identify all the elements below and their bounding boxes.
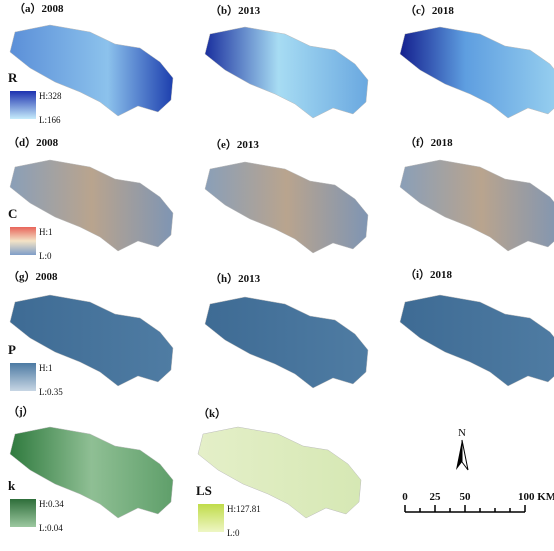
legend-ramp [198, 504, 224, 532]
north-arrow [462, 440, 468, 470]
legend-title: R [8, 70, 18, 85]
scale-bar [405, 505, 525, 512]
north-arrow [456, 440, 462, 470]
legend-low: L:0 [227, 528, 240, 538]
panel-label: （c）2018 [405, 4, 454, 17]
legend-high: H:0.34 [39, 499, 64, 509]
scale-label: 25 [430, 491, 442, 503]
panel-label: （i）2018 [405, 268, 453, 281]
panel-label: （f）2018 [405, 136, 453, 149]
legend-ramp [10, 227, 36, 255]
scale-label: 50 [460, 491, 472, 503]
panel-label: （h）2013 [210, 272, 261, 285]
panel-label: （a）2008 [14, 2, 64, 15]
legend-low: L:166 [39, 115, 61, 125]
scale-label: 100 KM [518, 491, 554, 503]
panel-label: （j） [8, 405, 34, 418]
legend-title: P [8, 342, 16, 357]
map-region [205, 162, 368, 253]
legend-high: H:1 [39, 227, 53, 237]
figure: N 0 25 50 100 KM （a）2008 （b）2013 （c）2018 （d… [0, 0, 554, 546]
legend-low: L:0.35 [39, 387, 63, 397]
scale-label: 0 [402, 491, 408, 503]
legend-high: H:127.81 [227, 504, 261, 514]
legend-low: L:0 [39, 251, 52, 261]
legend-low: L:0.04 [39, 523, 63, 533]
north-label: N [458, 427, 466, 439]
legend-title: k [8, 478, 16, 493]
map-region [205, 27, 368, 118]
panel-label: （g）2008 [8, 270, 58, 283]
legend-title: C [8, 206, 17, 221]
legend-high: H:328 [39, 91, 62, 101]
map-region [400, 295, 554, 386]
legend-ramp [10, 91, 36, 119]
legend-ramp [10, 363, 36, 391]
map-region [400, 160, 554, 251]
legend-ramp [10, 499, 36, 527]
legend-high: H:1 [39, 363, 53, 373]
panel-label: （e）2013 [210, 138, 259, 151]
map-region [205, 297, 368, 388]
panel-label: （k） [198, 407, 226, 420]
legend-title: LS [196, 483, 212, 498]
panel-label: （d）2008 [8, 136, 59, 149]
map-region [400, 27, 554, 118]
panel-label: （b）2013 [210, 4, 261, 17]
